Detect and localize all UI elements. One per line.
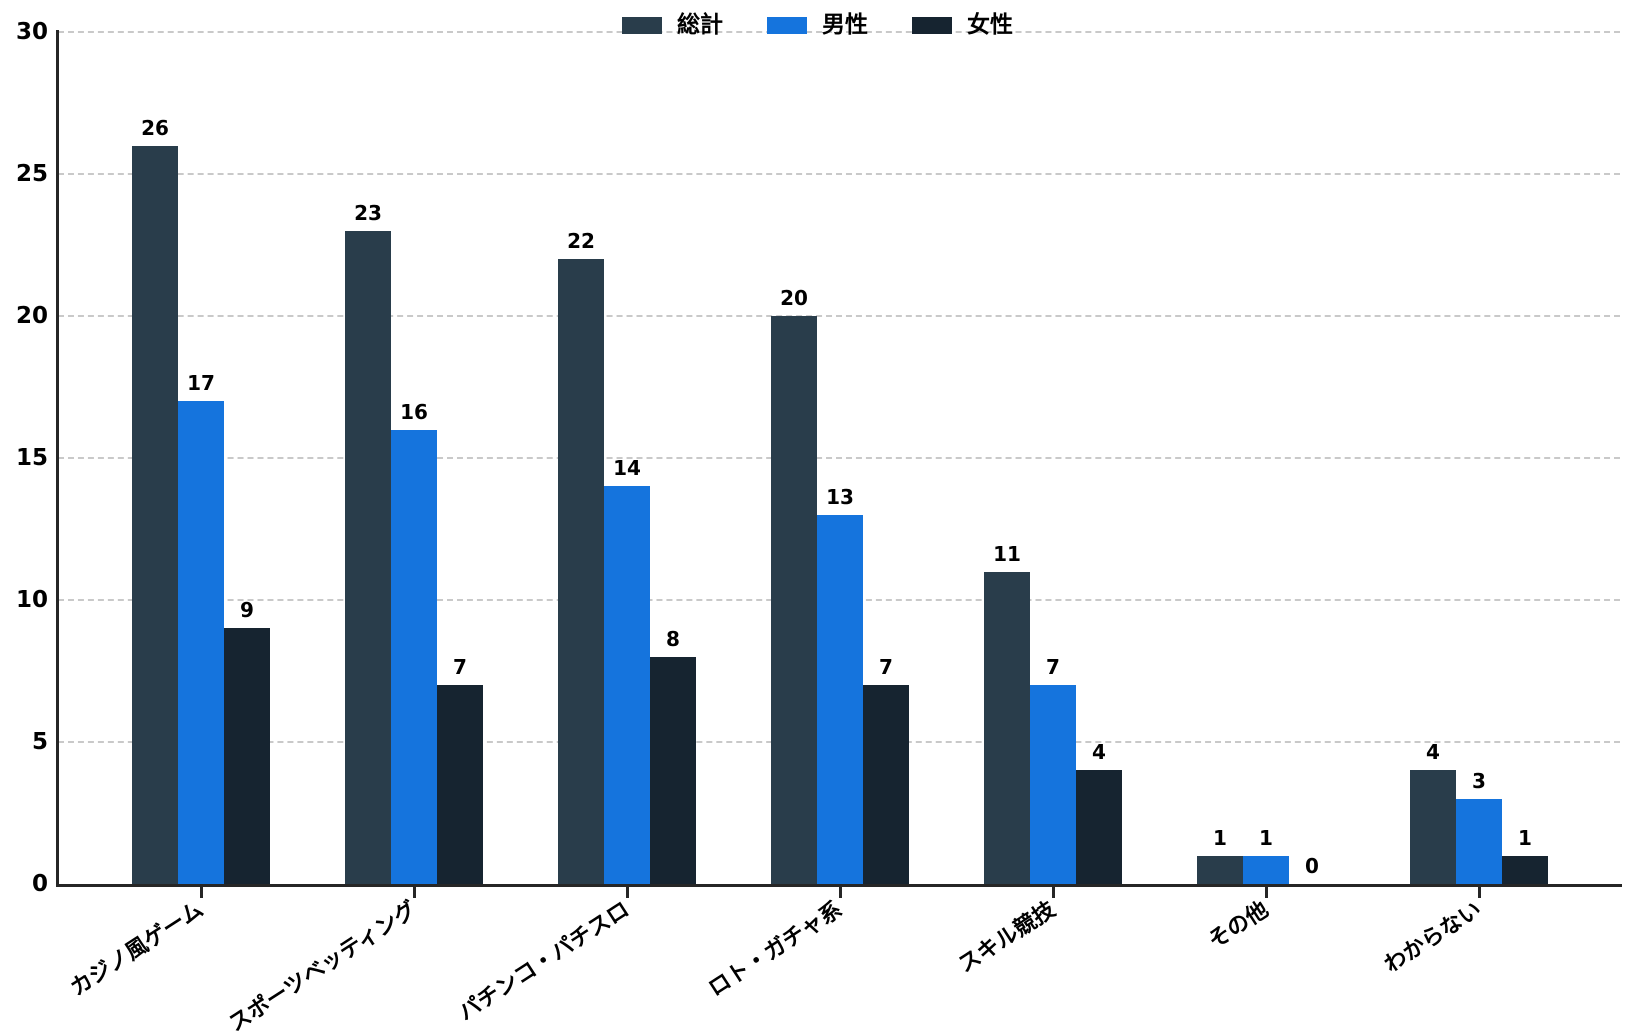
- x-tick-label: スポーツベッティング: [224, 897, 422, 1036]
- legend-swatch-icon: [912, 17, 952, 34]
- bar-series1-cat2: [604, 486, 650, 884]
- bar-value-label: 9: [240, 598, 254, 623]
- bar-series0-cat4: [984, 571, 1030, 884]
- legend-series-label: 女性: [967, 12, 1013, 38]
- bar-value-label: 4: [1426, 740, 1440, 765]
- legend-item-0: 総計: [622, 14, 723, 37]
- bar-value-label: 7: [453, 655, 467, 680]
- bar-value-label: 23: [354, 200, 382, 225]
- legend-item-1: 男性: [767, 14, 868, 37]
- bar-series1-cat4: [1030, 685, 1076, 884]
- y-tick-label-10: 10: [15, 587, 48, 613]
- x-tick-mark: [1264, 887, 1268, 898]
- bar-series1-cat0: [178, 401, 224, 884]
- x-tick-mark: [199, 887, 203, 898]
- y-axis: [56, 30, 59, 887]
- plot-area: 26 17 9 23 16 7 22 14 8 20 13 7 11 7 4 1 1 0 4 3 1: [58, 32, 1620, 884]
- bar-value-label: 26: [141, 115, 169, 140]
- x-tick-label: その他: [1204, 897, 1274, 955]
- bar-series0-cat1: [345, 230, 391, 884]
- y-tick-label-25: 25: [15, 161, 48, 187]
- x-tick-mark: [1477, 887, 1481, 898]
- legend-swatch-icon: [767, 17, 807, 34]
- bar-value-label: 8: [666, 626, 680, 651]
- bar-value-label: 13: [826, 484, 854, 509]
- bar-value-label: 0: [1305, 854, 1319, 878]
- x-tick-mark: [625, 887, 629, 898]
- x-tick-label: スキル競技: [954, 897, 1061, 979]
- x-tick-label: カジノ風ゲーム: [66, 897, 209, 1002]
- bar-series0-cat0: [132, 145, 178, 884]
- bar-value-label: 17: [187, 371, 215, 396]
- bar-series2-cat2: [650, 656, 696, 884]
- y-tick-label-30: 30: [15, 19, 48, 45]
- chart-legend: 総計 男性 女性: [0, 14, 1635, 37]
- bar-series2-cat6: [1502, 855, 1548, 884]
- bar-series1-cat6: [1456, 798, 1502, 884]
- y-tick-label-0: 0: [31, 871, 48, 897]
- bar-value-label: 16: [400, 399, 428, 424]
- bar-value-label: 11: [993, 541, 1021, 566]
- bar-series1-cat3: [817, 514, 863, 884]
- bar-series0-cat3: [771, 316, 817, 884]
- gridline-30: [58, 31, 1620, 33]
- bar-value-label: 4: [1092, 740, 1106, 765]
- bar-value-label: 22: [567, 229, 595, 254]
- gridline-20: [58, 315, 1620, 317]
- bar-series1-cat1: [391, 429, 437, 884]
- x-tick-mark: [1051, 887, 1055, 898]
- legend-swatch-icon: [622, 17, 662, 34]
- x-tick-mark: [838, 887, 842, 898]
- bar-series2-cat3: [863, 685, 909, 884]
- bar-value-label: 3: [1472, 768, 1486, 793]
- bar-value-label: 1: [1518, 825, 1532, 850]
- y-tick-label-15: 15: [15, 445, 48, 471]
- x-tick-mark: [412, 887, 416, 898]
- x-tick-label: パチンコ・パチスロ: [454, 897, 635, 1026]
- bar-series1-cat5: [1243, 855, 1289, 884]
- legend-item-2: 女性: [912, 14, 1013, 37]
- bar-series2-cat1: [437, 685, 483, 884]
- bar-series0-cat2: [558, 259, 604, 884]
- bar-series0-cat5: [1197, 855, 1243, 884]
- x-axis: [56, 884, 1622, 887]
- gridline-15: [58, 457, 1620, 459]
- x-tick-label: わからない: [1380, 897, 1487, 979]
- legend-series-label: 総計: [677, 12, 723, 38]
- bar-series2-cat0: [224, 628, 270, 884]
- y-tick-label-20: 20: [15, 303, 48, 329]
- gridline-25: [58, 173, 1620, 175]
- y-tick-label-5: 5: [31, 729, 48, 755]
- bar-series0-cat6: [1410, 770, 1456, 884]
- bar-value-label: 20: [780, 286, 808, 310]
- bar-value-label: 7: [1046, 655, 1060, 680]
- bar-value-label: 1: [1213, 825, 1227, 850]
- bar-value-label: 14: [613, 456, 641, 481]
- x-tick-label: ロト・ガチャ系: [704, 897, 848, 1002]
- bar-series2-cat4: [1076, 770, 1122, 884]
- legend-series-label: 男性: [822, 12, 868, 38]
- bar-value-label: 7: [879, 655, 893, 680]
- bar-value-label: 1: [1259, 825, 1273, 850]
